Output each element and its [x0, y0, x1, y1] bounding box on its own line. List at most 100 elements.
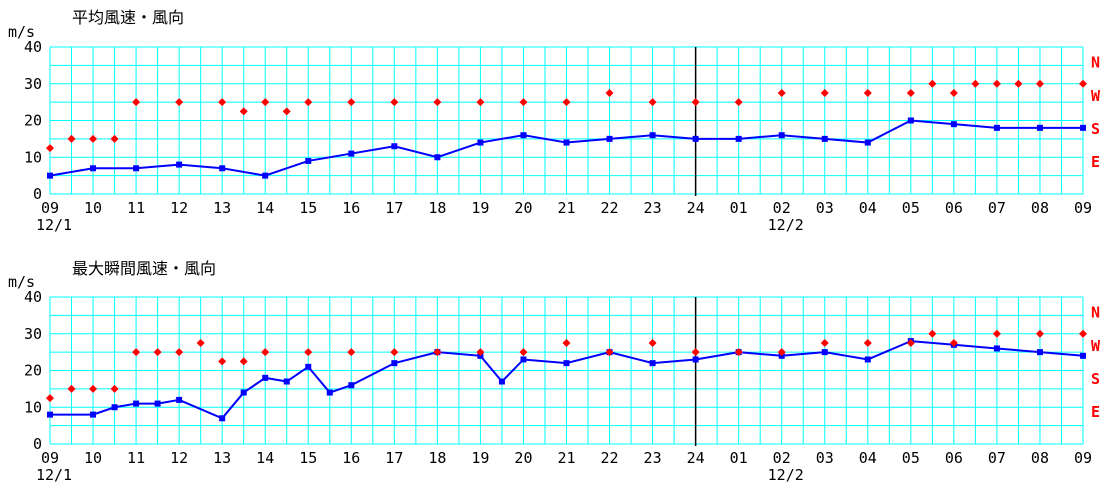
speed-data-point [283, 378, 290, 385]
direction-data-point [820, 88, 829, 97]
x-tick-label: 03 [816, 449, 834, 467]
speed-data-point [477, 139, 484, 146]
direction-data-point [46, 144, 54, 153]
x-tick-label: 09 [41, 199, 59, 217]
x-tick-label: 20 [514, 449, 532, 467]
direction-data-point [132, 98, 141, 107]
x-tick-label: 10 [84, 449, 102, 467]
y-tick-label: 20 [24, 112, 42, 130]
direction-data-point [433, 348, 442, 357]
direction-axis-label: S [1091, 120, 1100, 138]
speed-data-point [821, 349, 828, 356]
speed-data-point [649, 360, 656, 367]
x-tick-label: 17 [385, 449, 403, 467]
speed-data-point [606, 135, 613, 142]
speed-data-point [326, 389, 333, 396]
direction-data-point [218, 98, 227, 107]
x-tick-label: 07 [988, 449, 1006, 467]
speed-data-point [563, 139, 570, 146]
direction-data-point [691, 98, 700, 107]
direction-data-point [777, 88, 786, 97]
max-gust-chart: 最大瞬間風速・風向 m/s 0 10 20 30 40 09 10 11 12 13 14 15 16 1… [0, 250, 1117, 491]
speed-data-point [219, 415, 226, 422]
average-wind-chart: 平均風速・風向 m/s 0 10 20 30 40 09 10 11 12 13 14 15 16 17 1… [0, 0, 1117, 245]
x-tick-label: 05 [902, 199, 920, 217]
date-label: 12/1 [36, 216, 72, 234]
speed-data-point [391, 360, 398, 367]
direction-axis-label: E [1091, 153, 1100, 171]
y-tick-label: 0 [33, 435, 42, 453]
x-tick-label: 02 [773, 199, 791, 217]
x-tick-label: 08 [1031, 449, 1049, 467]
direction-data-point [89, 134, 98, 143]
date-label: 12/2 [768, 216, 804, 234]
direction-data-point [734, 348, 743, 357]
x-tick-label: 20 [514, 199, 532, 217]
speed-data-point [950, 121, 957, 128]
direction-data-point [110, 134, 119, 143]
y-unit-label: m/s [8, 273, 35, 291]
x-tick-label: 09 [1074, 449, 1092, 467]
direction-data-point [261, 348, 270, 357]
x-tick-label: 03 [816, 199, 834, 217]
direction-data-point [390, 98, 399, 107]
direction-data-point [863, 88, 872, 97]
direction-axis-label: N [1091, 54, 1100, 72]
direction-data-point [949, 338, 958, 347]
x-tick-label: 15 [299, 449, 317, 467]
x-tick-label: 16 [342, 199, 360, 217]
x-tick-label: 18 [428, 199, 446, 217]
direction-data-point [239, 107, 248, 116]
speed-data-point [778, 132, 785, 139]
direction-data-point [153, 348, 162, 357]
direction-data-point [648, 98, 657, 107]
direction-data-point [347, 98, 356, 107]
x-tick-label: 21 [557, 449, 575, 467]
speed-data-point [692, 135, 699, 142]
x-tick-label: 06 [945, 199, 963, 217]
speed-data-point [47, 172, 53, 179]
direction-data-point [863, 338, 872, 347]
x-tick-label: 13 [213, 199, 231, 217]
x-tick-label: 14 [256, 449, 274, 467]
x-tick-label: 02 [773, 449, 791, 467]
x-tick-label: 23 [644, 449, 662, 467]
date-label: 12/2 [768, 466, 804, 484]
speed-data-point [262, 374, 269, 381]
direction-axis-label: E [1091, 403, 1100, 421]
direction-data-point [67, 384, 76, 393]
speed-data-point [649, 132, 656, 139]
x-tick-label: 12 [170, 199, 188, 217]
speed-data-point [391, 143, 398, 150]
x-tick-label: 14 [256, 199, 274, 217]
y-tick-label: 30 [24, 75, 42, 93]
direction-axis-label: N [1091, 304, 1100, 322]
speed-data-point [692, 356, 699, 363]
direction-data-point [1014, 79, 1023, 88]
x-tick-label: 15 [299, 199, 317, 217]
speed-data-point [133, 165, 140, 172]
speed-data-point [520, 132, 527, 139]
direction-data-point [648, 338, 657, 347]
direction-data-point [476, 348, 485, 357]
direction-data-point [928, 79, 937, 88]
y-tick-label: 40 [24, 288, 42, 306]
speed-data-point [1036, 124, 1043, 131]
speed-data-point [262, 172, 269, 179]
direction-data-point [562, 338, 571, 347]
direction-data-point [734, 98, 743, 107]
direction-data-point [132, 348, 141, 357]
direction-data-point [261, 98, 270, 107]
speed-data-point [520, 356, 527, 363]
direction-data-point [175, 98, 184, 107]
y-tick-label: 30 [24, 325, 42, 343]
x-tick-label: 05 [902, 449, 920, 467]
direction-data-point [304, 348, 313, 357]
direction-data-point [605, 88, 614, 97]
y-tick-label: 20 [24, 362, 42, 380]
direction-data-point [1079, 329, 1087, 338]
x-tick-label: 17 [385, 199, 403, 217]
direction-data-point [519, 348, 528, 357]
speed-data-point [176, 396, 183, 403]
